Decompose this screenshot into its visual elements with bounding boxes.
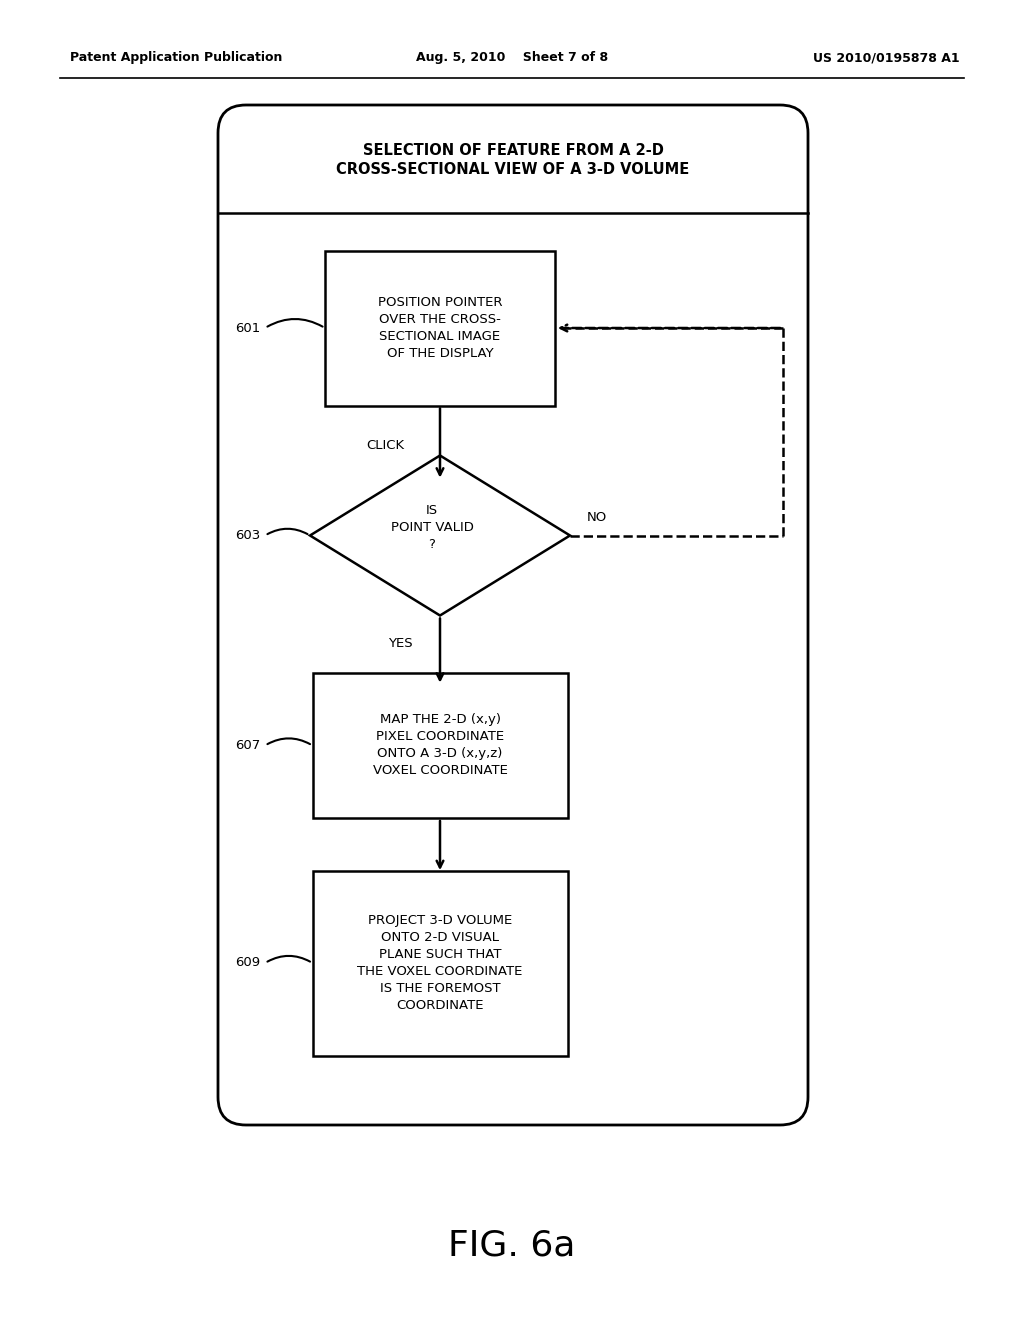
Text: YES: YES [388, 638, 413, 649]
Text: 601: 601 [234, 322, 260, 334]
Text: POSITION POINTER
OVER THE CROSS-
SECTIONAL IMAGE
OF THE DISPLAY: POSITION POINTER OVER THE CROSS- SECTION… [378, 296, 502, 360]
Text: 603: 603 [234, 529, 260, 543]
Text: 607: 607 [234, 739, 260, 752]
Text: NO: NO [587, 511, 607, 524]
Text: Aug. 5, 2010    Sheet 7 of 8: Aug. 5, 2010 Sheet 7 of 8 [416, 51, 608, 65]
Bar [312, 870, 567, 1056]
Text: US 2010/0195878 A1: US 2010/0195878 A1 [813, 51, 961, 65]
Text: SELECTION OF FEATURE FROM A 2-D
CROSS-SECTIONAL VIEW OF A 3-D VOLUME: SELECTION OF FEATURE FROM A 2-D CROSS-SE… [336, 143, 689, 177]
Text: CLICK: CLICK [366, 440, 404, 451]
Text: MAP THE 2-D (x,y)
PIXEL COORDINATE
ONTO A 3-D (x,y,z)
VOXEL COORDINATE: MAP THE 2-D (x,y) PIXEL COORDINATE ONTO … [373, 714, 508, 777]
Bar [312, 673, 567, 818]
FancyBboxPatch shape [218, 106, 808, 1125]
Bar [325, 251, 555, 405]
Text: Patent Application Publication: Patent Application Publication [70, 51, 283, 65]
Text: FIG. 6a: FIG. 6a [449, 1228, 575, 1262]
Text: 609: 609 [234, 957, 260, 969]
Text: IS
POINT VALID
?: IS POINT VALID ? [390, 504, 473, 550]
Polygon shape [310, 455, 570, 615]
Text: PROJECT 3-D VOLUME
ONTO 2-D VISUAL
PLANE SUCH THAT
THE VOXEL COORDINATE
IS THE F: PROJECT 3-D VOLUME ONTO 2-D VISUAL PLANE… [357, 913, 522, 1012]
